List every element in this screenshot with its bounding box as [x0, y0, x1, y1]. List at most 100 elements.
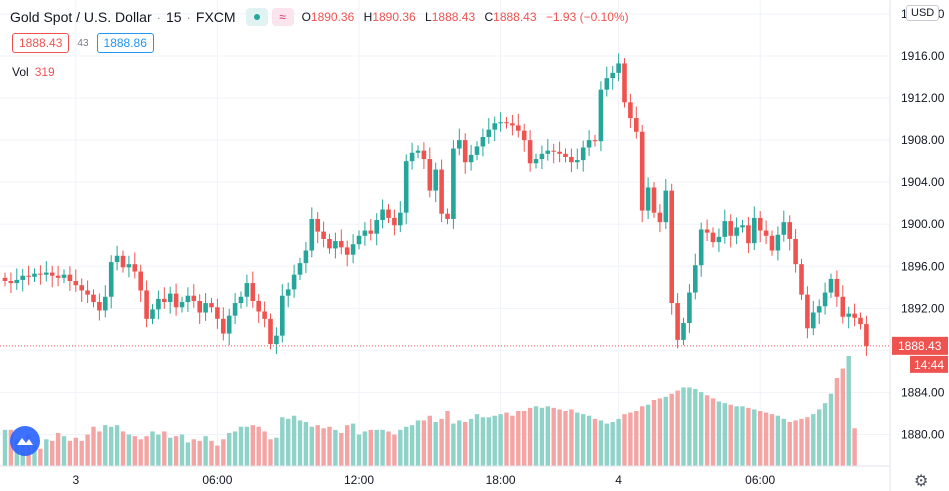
price-tick-label: 1904.00 [901, 175, 945, 189]
market-status-icon[interactable] [245, 8, 268, 26]
candle-body [439, 169, 444, 214]
volume-bar [640, 406, 645, 466]
volume-bar [368, 429, 373, 466]
candle-body [356, 235, 362, 245]
volume-bar [769, 414, 775, 466]
volume-bar [79, 440, 84, 466]
candle-body [49, 272, 55, 276]
buy-price[interactable]: 1888.86 [96, 33, 154, 53]
candle-body [250, 283, 256, 301]
candle-body [811, 312, 816, 329]
volume-bar [846, 356, 851, 466]
candle-body [297, 263, 303, 275]
tradingview-logo-icon[interactable] [10, 426, 40, 456]
candle-body [374, 220, 379, 234]
interval-label[interactable]: 15 [165, 9, 182, 25]
volume-bar [73, 437, 78, 466]
volume-bar [38, 448, 43, 466]
volume-bar [775, 415, 781, 466]
volume-bar [238, 426, 244, 466]
candle-body [793, 238, 798, 265]
volume-bar [191, 439, 196, 466]
price-tick-label: 1884.00 [901, 385, 945, 399]
candle-body [203, 303, 208, 313]
candle-body [822, 292, 828, 307]
volume-bar [752, 409, 757, 466]
settings-gear-icon[interactable]: ⚙ [914, 473, 929, 490]
candle-body [415, 150, 421, 153]
time-tick-label: 06:00 [202, 473, 232, 487]
volume-bar [215, 445, 220, 466]
candle-body [769, 235, 775, 251]
candle-body [669, 190, 674, 304]
change-value: −1.93 (−0.10%) [545, 10, 629, 24]
close-value: 1888.43 [493, 10, 537, 24]
candle-body [864, 324, 869, 346]
quote-row: 1888.43 43 1888.86 [12, 33, 154, 53]
volume-bar [522, 411, 527, 466]
volume-bar [291, 415, 297, 466]
volume-bar [852, 428, 857, 466]
candle-body [386, 209, 391, 218]
price-tick-label: 1912.00 [901, 91, 945, 105]
volume-bar [256, 426, 261, 466]
volume-bar [173, 436, 179, 466]
candle-body [368, 230, 374, 234]
candle-body [221, 318, 226, 334]
open-value: 1890.36 [310, 10, 355, 24]
price-tick-label: 1908.00 [901, 133, 945, 147]
candle-body [746, 225, 751, 244]
volume-legend: Vol 319 [12, 65, 55, 79]
volume-bar [746, 407, 751, 466]
candle-body [639, 131, 645, 211]
candle-body [274, 335, 279, 345]
candle-body [197, 300, 202, 313]
candle-body [103, 296, 108, 311]
volume-bar [162, 431, 167, 466]
volume-bar [610, 422, 615, 466]
wave-icon[interactable]: ≈ [271, 8, 294, 26]
volume-bar [132, 436, 137, 466]
volume-bar [168, 437, 173, 466]
volume-bar [598, 420, 604, 466]
price-tick-label: 1916.00 [901, 49, 945, 63]
volume-bar [185, 442, 191, 466]
candle-body [787, 222, 792, 239]
volume-bar [480, 417, 486, 466]
volume-bar [728, 404, 733, 466]
volume-bar [280, 417, 285, 466]
candle-body [734, 227, 739, 236]
volume-bar [362, 431, 368, 466]
currency-button[interactable]: USD [906, 5, 940, 21]
candle-body [805, 294, 810, 329]
volume-bar [486, 417, 491, 466]
candle-body [521, 130, 527, 141]
volume-bar [817, 409, 822, 466]
volume-bar [539, 407, 545, 466]
candle-body [834, 278, 840, 297]
volume-bar [44, 439, 49, 466]
candle-body [20, 275, 25, 280]
symbol-title[interactable]: Gold Spot / U.S. Dollar [10, 9, 152, 25]
countdown-value: 14:44 [914, 358, 944, 372]
candle-body [586, 140, 592, 148]
candle-body [580, 147, 586, 161]
candle-body [32, 273, 37, 277]
open-label: O [301, 10, 311, 24]
volume-bar [693, 389, 698, 466]
candle-body [232, 303, 238, 316]
last-price-tag [892, 336, 948, 355]
time-tick-label: 4 [615, 473, 622, 487]
sell-price[interactable]: 1888.43 [12, 33, 70, 53]
candle-body [763, 230, 769, 236]
volume-bar [55, 433, 61, 466]
volume-bar [474, 414, 480, 466]
candle-body [604, 78, 610, 90]
volume-bar [468, 418, 474, 466]
candle-body [268, 318, 273, 345]
volume-bar [327, 426, 332, 466]
candle-body [144, 290, 149, 319]
candle-body [592, 140, 598, 142]
candle-body [79, 285, 84, 291]
